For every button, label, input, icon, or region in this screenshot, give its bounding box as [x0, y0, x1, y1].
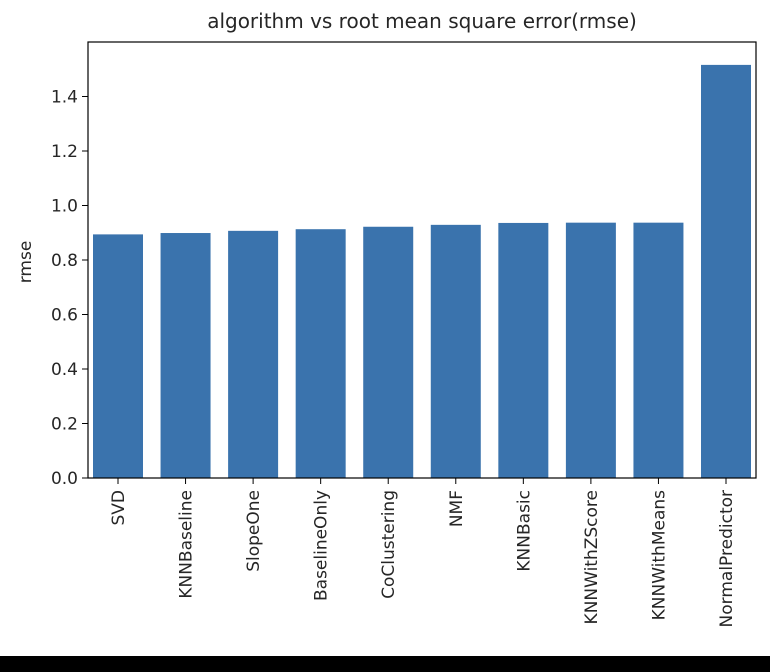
x-tick-label: SVD	[109, 490, 129, 526]
x-tick-label: SlopeOne	[244, 490, 264, 572]
chart-title: algorithm vs root mean square error(rmse…	[207, 9, 637, 33]
y-tick-label: 1.4	[51, 88, 78, 108]
x-tick-label: NormalPredictor	[717, 490, 737, 627]
x-tick-label: KNNBaseline	[177, 490, 197, 599]
y-tick-label: 0.2	[51, 415, 78, 435]
bar-KNNWithZScore	[565, 222, 616, 478]
y-tick-label: 0.0	[51, 469, 78, 489]
x-axis: SVD KNNBaseline SlopeOne BaselineOnly CoClus…	[109, 478, 737, 627]
y-tick-label: 0.6	[51, 306, 78, 326]
bar-NMF	[430, 224, 481, 478]
bar-CoClustering	[363, 226, 414, 478]
bar-NormalPredictor	[701, 64, 751, 478]
x-tick-label: KNNWithZScore	[582, 490, 602, 624]
bar-BaselineOnly	[295, 229, 346, 478]
y-tick-label: 0.4	[51, 360, 78, 380]
x-tick-label: BaselineOnly	[312, 490, 332, 601]
chart-figure: algorithm vs root mean square error(rmse…	[16, 9, 757, 628]
bottom-edge-bar	[0, 656, 770, 672]
bar-KNNBaseline	[160, 233, 211, 478]
y-axis-label: rmse	[16, 241, 36, 284]
y-tick-label: 0.8	[51, 251, 78, 271]
plot-frame	[87, 41, 757, 479]
bar-KNNBasic	[498, 222, 549, 478]
x-tick-label: CoClustering	[379, 490, 399, 599]
bars-group	[93, 64, 751, 478]
bar-SVD	[93, 234, 143, 478]
bar-chart: algorithm vs root mean square error(rmse…	[16, 9, 757, 627]
y-axis: 0.0 0.2 0.4 0.6 0.8 1.0 1.2 1.4	[51, 88, 88, 489]
x-tick-label: KNNBasic	[514, 490, 534, 572]
x-tick-label: KNNWithMeans	[649, 490, 669, 620]
x-tick-label: NMF	[447, 490, 467, 527]
y-tick-label: 1.0	[51, 197, 78, 217]
bar-SlopeOne	[228, 230, 279, 478]
y-tick-label: 1.2	[51, 142, 78, 162]
bar-KNNWithMeans	[633, 222, 684, 478]
